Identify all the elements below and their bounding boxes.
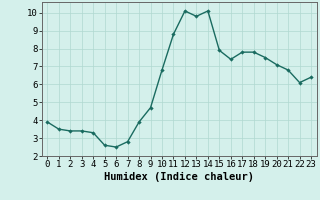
X-axis label: Humidex (Indice chaleur): Humidex (Indice chaleur) (104, 172, 254, 182)
